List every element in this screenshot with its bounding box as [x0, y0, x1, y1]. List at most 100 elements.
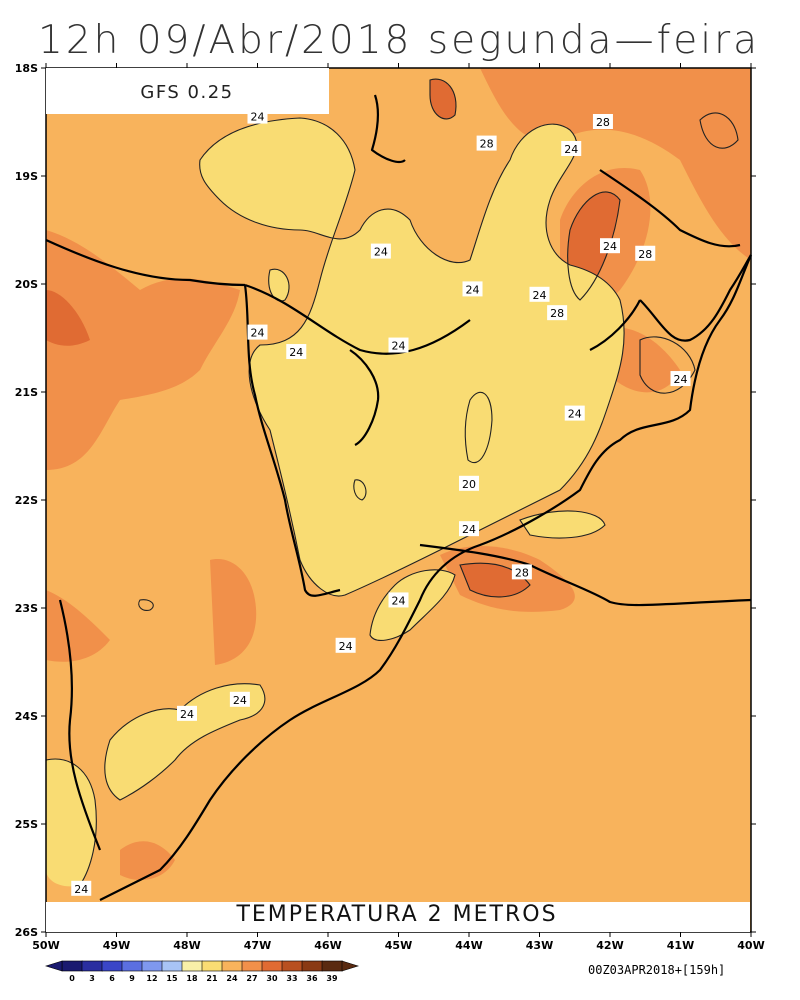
longitude-axis: 50W 49W 48W 47W 46W 45W 44W 43W 42W 41W 40W: [32, 63, 765, 952]
model-label-box: [46, 68, 329, 114]
lat-label: 25S: [15, 818, 38, 831]
contour-label-box: [286, 344, 307, 360]
contour-label: 24: [229, 691, 250, 707]
contour-label-text: 24: [533, 289, 547, 302]
colorbar-swatch: [201, 960, 223, 972]
contour-label-text: 24: [568, 408, 582, 421]
lon-label: 41W: [667, 939, 694, 952]
contour-label: 24: [370, 243, 391, 259]
contour-label-text: 24: [462, 523, 476, 536]
contour-label-text: 24: [392, 594, 406, 607]
contour-label: 24: [600, 238, 620, 254]
colorbar-tick: 12: [146, 974, 157, 983]
lon-label: 44W: [455, 939, 482, 952]
model-label: GFS 0.25: [140, 82, 233, 103]
field-label: TEMPERATURA 2 METROS: [235, 902, 557, 927]
lat-label: 23S: [15, 602, 38, 615]
contour-label-box: [592, 114, 613, 129]
contour-label-text: 28: [596, 116, 610, 129]
lon-label: 47W: [244, 939, 271, 952]
contour-label: 24: [286, 344, 307, 360]
colorbar-tick: 21: [206, 974, 218, 983]
contour-label-text: 24: [251, 327, 265, 340]
colorbar-tick: 3: [89, 974, 95, 983]
lat-label: 22S: [15, 494, 38, 507]
colorbar-high-arrow: [341, 960, 360, 972]
contour-label-text: 24: [251, 111, 265, 124]
map-title: 12h 09/Abr/2018 segunda—feira: [38, 18, 761, 63]
lon-label: 46W: [314, 939, 341, 952]
colorbar-swatch: [161, 960, 183, 972]
colorbar-tick: 18: [186, 974, 198, 983]
colorbar-tick: 39: [326, 974, 338, 983]
colorbar-swatch: [81, 960, 103, 972]
contour-label-text: 24: [339, 640, 353, 653]
colorbar-tick: 0: [69, 974, 75, 983]
contour-label: 24: [670, 371, 691, 387]
contour-label-box: [529, 286, 550, 302]
contour-label: 28: [511, 564, 532, 580]
colorbar-swatch: [61, 960, 83, 972]
contour-label-box: [229, 691, 250, 707]
lon-label: 48W: [173, 939, 200, 952]
contour-label-box: [476, 135, 497, 151]
colorbar-tick: 30: [266, 974, 278, 983]
contour-label: 28: [635, 245, 656, 261]
contour-label-box: [71, 880, 92, 896]
contour-label-box: [388, 592, 409, 608]
contour-label: 24: [247, 324, 268, 340]
contour-label-box: [459, 521, 479, 537]
contour-label-text: 28: [515, 566, 529, 579]
contour-label: 20: [459, 475, 479, 491]
contour-label: 24: [388, 592, 409, 608]
contour-label-box: [511, 564, 532, 580]
contour-label-text: 24: [392, 340, 406, 353]
run-stamp: 00Z03APR2018+[159h]: [588, 963, 726, 977]
lat-label: 19S: [15, 170, 38, 183]
isotherms: [46, 78, 739, 886]
contour-label: 28: [592, 114, 613, 129]
field-label-box: [46, 902, 750, 932]
contour-label: 24: [177, 705, 197, 721]
colorbar-swatch: [281, 960, 303, 972]
lon-label: 40W: [737, 939, 764, 952]
contour-label: 24: [71, 880, 92, 896]
contour-label-box: [247, 324, 268, 340]
contour-label-box: [564, 405, 585, 421]
contour-label-text: 24: [466, 283, 480, 296]
contour-label-box: [547, 305, 568, 321]
contour-label: 28: [547, 305, 568, 321]
latitude-axis: 18S 19S 20S 21S 22S 23S 24S 25S 26S: [15, 62, 756, 939]
colorbar-tick: 15: [166, 974, 178, 983]
contour-label: 24: [462, 281, 483, 297]
contour-label: 28: [476, 135, 497, 151]
contour-label: 24: [564, 405, 585, 421]
contour-label-text: 24: [74, 883, 88, 896]
contour-label: 24: [459, 521, 479, 537]
contour-label-text: 24: [289, 346, 303, 359]
colorbar-swatch: [321, 960, 343, 972]
contour-label-box: [561, 141, 582, 156]
colorbar-swatch: [101, 960, 123, 972]
contour-label: 24: [335, 637, 356, 653]
contour-label-text: 20: [462, 478, 476, 491]
colorbar-swatch: [221, 960, 243, 972]
lon-label: 50W: [32, 939, 59, 952]
lat-label: 21S: [15, 386, 38, 399]
lon-label: 43W: [526, 939, 553, 952]
contour-label-text: 24: [180, 708, 194, 721]
contour-label-text: 24: [374, 246, 388, 259]
contour-label-text: 24: [564, 143, 578, 156]
contour-label-text: 28: [480, 138, 494, 151]
colorbar-tick: 27: [246, 974, 257, 983]
lon-label: 45W: [385, 939, 412, 952]
colorbar: 0 3 6 9 12 15 18 21 24 27 30 33 36 39: [44, 960, 360, 983]
lat-label: 26S: [15, 926, 38, 939]
contour-label-text: 24: [603, 240, 617, 253]
contour-label: 24: [247, 108, 268, 124]
colorbar-swatch: [181, 960, 203, 972]
colorbar-tick: 24: [226, 974, 238, 983]
contour-label-box: [370, 243, 391, 259]
